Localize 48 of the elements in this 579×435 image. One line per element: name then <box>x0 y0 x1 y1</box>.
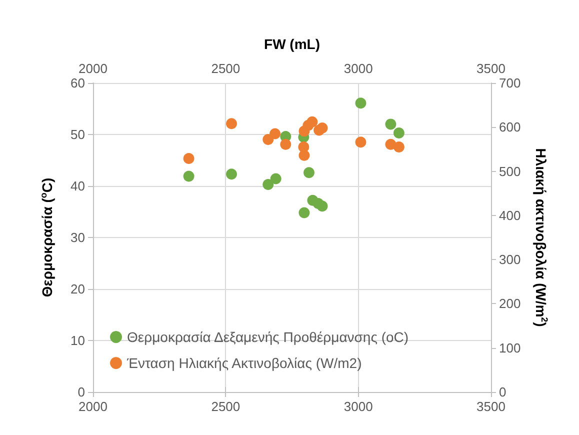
x2-axis-title: FW (mL) <box>264 36 320 52</box>
point <box>306 116 318 128</box>
y2-tick-label: 700 <box>499 76 521 90</box>
point <box>270 128 281 140</box>
y-tick-label: 10 <box>70 333 85 348</box>
point <box>270 173 282 184</box>
point <box>280 138 292 150</box>
x2-tick-label: 3000 <box>344 61 373 76</box>
point <box>183 152 194 164</box>
x2-tick-label: 2000 <box>78 61 108 76</box>
point <box>303 167 314 178</box>
x-tick-label: 2000 <box>78 399 108 414</box>
y-tick-label: 30 <box>70 230 85 245</box>
x2-tick-label: 2500 <box>211 61 240 76</box>
y2-tick-label: 600 <box>499 120 521 135</box>
y2-tick-label: 400 <box>499 208 521 223</box>
point <box>262 134 274 145</box>
y-axis-title: Θερμοκρασία (oC) <box>38 178 55 298</box>
y2-tick-label: 0 <box>499 384 506 400</box>
point <box>393 127 404 138</box>
x2-tick-label: 3500 <box>476 61 506 76</box>
point <box>226 168 238 180</box>
point <box>393 142 404 153</box>
point <box>316 122 328 134</box>
y-tick-label: 50 <box>70 127 85 142</box>
x-tick-label: 3500 <box>476 399 506 414</box>
y2-axis-title: Ηλιακή ακτινοβολία (W/m2) <box>533 148 550 327</box>
legend-label: Θερμοκρασία Δεξαμενής Προθέρμανσης (oC) <box>127 329 409 345</box>
point <box>298 150 310 161</box>
y-tick-label: 40 <box>70 178 85 194</box>
point <box>262 178 274 190</box>
point <box>298 207 310 218</box>
legend-label: Ένταση Ηλιακής Ακτινοβολίας (W/m2) <box>126 355 362 371</box>
point <box>355 136 366 148</box>
y-tick-label: 20 <box>70 282 85 296</box>
y-tick-label: 60 <box>70 76 85 90</box>
y2-tick-label: 500 <box>499 164 521 179</box>
x-tick-label: 3000 <box>344 399 373 414</box>
y-tick-label: 0 <box>78 384 85 400</box>
y2-tick-label: 200 <box>499 296 521 312</box>
y2-tick-label: 100 <box>499 340 521 356</box>
point <box>355 98 366 109</box>
y2-tick-label: 300 <box>499 252 521 268</box>
point <box>385 118 396 130</box>
point <box>183 170 194 182</box>
point <box>316 200 328 212</box>
point <box>226 118 238 130</box>
x-tick-label: 2500 <box>211 399 240 414</box>
